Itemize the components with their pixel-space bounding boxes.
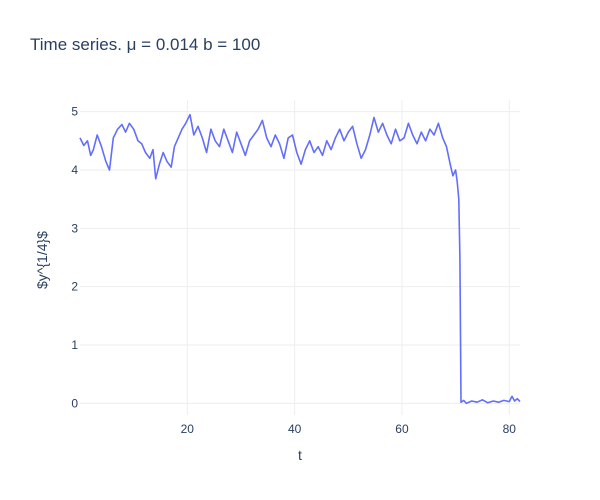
y-tick-label: 5 (71, 105, 78, 119)
y-tick-label: 4 (71, 163, 78, 177)
y-tick-label: 0 (71, 396, 78, 410)
y-tick-label: 2 (71, 280, 78, 294)
x-tick-label: 60 (395, 422, 409, 436)
axis-ticks: 20 40 60 80 0 1 2 3 4 5 (71, 105, 516, 436)
chart-title: Time series. μ = 0.014 b = 100 (30, 35, 260, 54)
x-tick-label: 40 (288, 422, 302, 436)
y-tick-label: 1 (71, 338, 78, 352)
series-line (79, 113, 521, 405)
y-tick-label: 3 (71, 221, 78, 235)
x-axis-title: t (298, 447, 302, 463)
x-tick-label: 80 (503, 422, 517, 436)
y-axis-title: $y^{1/4}$ (34, 231, 50, 289)
x-tick-label: 20 (181, 422, 195, 436)
grid-lines (80, 100, 520, 415)
